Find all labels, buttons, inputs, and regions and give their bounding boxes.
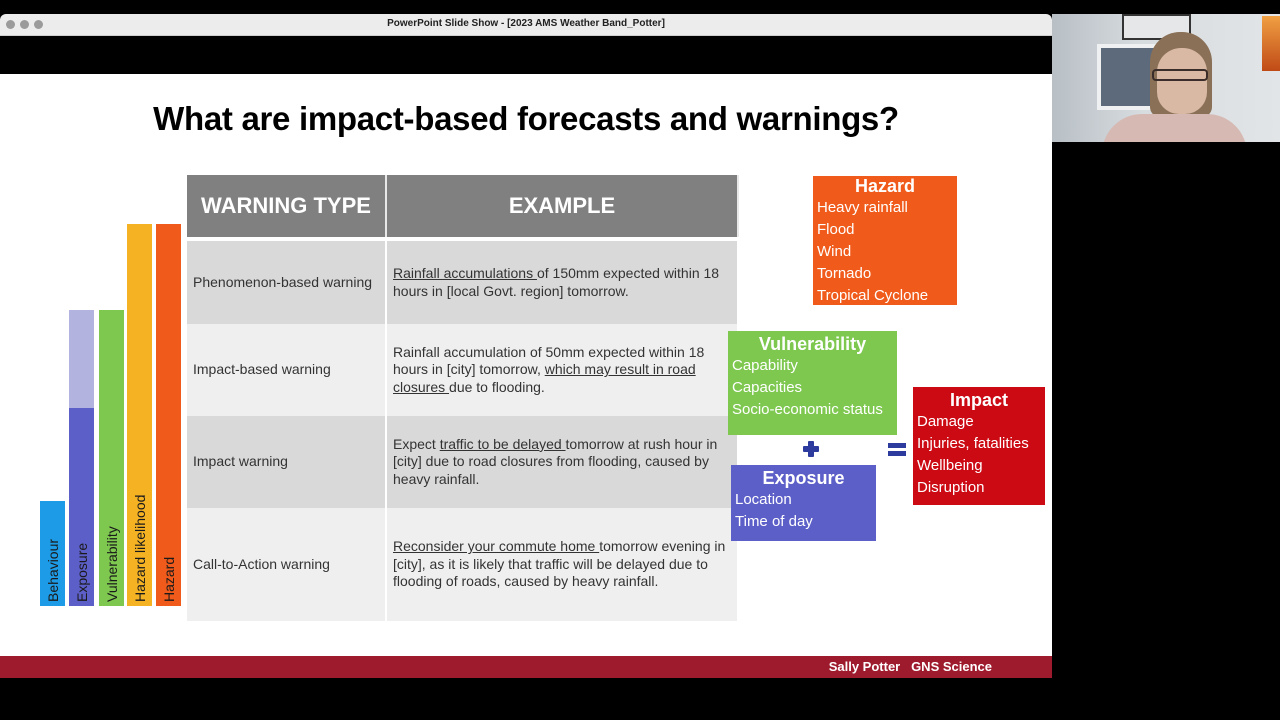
close-window-button[interactable] — [6, 20, 15, 29]
header-example: EXAMPLE — [386, 175, 739, 241]
header-warning-type: WARNING TYPE — [187, 175, 387, 241]
presenter-webcam — [1052, 14, 1280, 142]
exposure-title: Exposure — [762, 468, 845, 488]
powerpoint-window: PowerPoint Slide Show - [2023 AMS Weathe… — [0, 14, 1052, 704]
hazard-item: Heavy rainfall — [817, 199, 908, 216]
exposure-item: Location — [735, 491, 792, 508]
hazard-box: Hazard Heavy rainfall Flood Wind Tornado… — [813, 176, 957, 305]
title-bar: PowerPoint Slide Show - [2023 AMS Weathe… — [0, 14, 1052, 36]
bar-exposure-top — [69, 310, 94, 408]
table-row: Call-to-Action warning Reconsider your c… — [187, 508, 739, 621]
vulnerability-title: Vulnerability — [758, 334, 867, 354]
impact-title: Impact — [949, 390, 1009, 410]
table-row: Phenomenon-based warning Rainfall accumu… — [187, 239, 739, 324]
vulnerability-item: Capacities — [732, 379, 803, 396]
minimize-window-button[interactable] — [20, 20, 29, 29]
bar-vulnerability: Vulnerability — [99, 310, 124, 606]
zoom-window-button[interactable] — [34, 20, 43, 29]
hazard-item: Flood — [817, 221, 855, 238]
bar-label: Hazard likelihood — [131, 494, 148, 602]
glasses — [1152, 69, 1208, 81]
equals-icon — [888, 443, 906, 457]
bar-hazard: Hazard — [156, 224, 181, 606]
presenter-face — [1157, 48, 1207, 114]
example-cell: Rainfall accumulations of 150mm expected… — [386, 239, 739, 324]
slide-footer: Sally Potter GNS Science — [0, 656, 1052, 678]
exposure-item: Time of day — [735, 513, 813, 530]
exposure-box: Exposure Location Time of day — [731, 465, 876, 541]
warning-type-table: WARNING TYPE EXAMPLE Phenomenon-based wa… — [187, 175, 739, 621]
impact-box: Impact Damage Injuries, fatalities Wellb… — [913, 387, 1045, 505]
slide[interactable]: What are impact-based forecasts and warn… — [0, 74, 1052, 678]
warning-type-cell: Call-to-Action warning — [187, 508, 387, 621]
impact-item: Wellbeing — [917, 457, 983, 474]
bar-label: Behaviour — [44, 538, 61, 602]
example-cell: Expect traffic to be delayed tomorrow at… — [386, 416, 739, 508]
table-row: Impact-based warning Rainfall accumulati… — [187, 324, 739, 416]
impact-item: Damage — [917, 413, 974, 430]
plus-icon — [803, 441, 819, 457]
vulnerability-item: Socio-economic status — [732, 401, 883, 418]
example-cell: Rainfall accumulation of 50mm expected w… — [386, 324, 739, 416]
painting — [1262, 16, 1280, 71]
bar-label: Hazard — [160, 556, 177, 602]
slide-title: What are impact-based forecasts and warn… — [153, 100, 899, 137]
bar-label: Exposure — [73, 542, 90, 602]
hazard-title: Hazard — [854, 176, 916, 196]
impact-item: Disruption — [917, 479, 985, 496]
vulnerability-box: Vulnerability Capability Capacities Soci… — [728, 331, 897, 435]
hazard-item: Tornado — [817, 265, 872, 282]
warning-type-cell: Impact warning — [187, 416, 387, 508]
hazard-item: Tropical Cyclone — [817, 287, 929, 304]
hazard-item: Wind — [817, 243, 852, 260]
example-cell: Reconsider your commute home tomorrow ev… — [386, 508, 739, 621]
vulnerability-item: Capability — [732, 357, 798, 374]
bar-behaviour: Behaviour — [40, 501, 65, 606]
bar-exposure: Exposure — [69, 310, 94, 606]
window-title: PowerPoint Slide Show - [2023 AMS Weathe… — [387, 18, 665, 29]
impact-item: Injuries, fatalities — [917, 435, 1029, 452]
warning-type-cell: Impact-based warning — [187, 324, 387, 416]
warning-type-cell: Phenomenon-based warning — [187, 239, 387, 324]
bar-label: Vulnerability — [103, 526, 120, 602]
footer-text: Sally Potter GNS Science — [828, 659, 992, 674]
table-row: Impact warning Expect traffic to be dela… — [187, 416, 739, 508]
bar-hazard-likelihood: Hazard likelihood — [127, 224, 152, 606]
presenter-sweater — [1102, 114, 1247, 142]
